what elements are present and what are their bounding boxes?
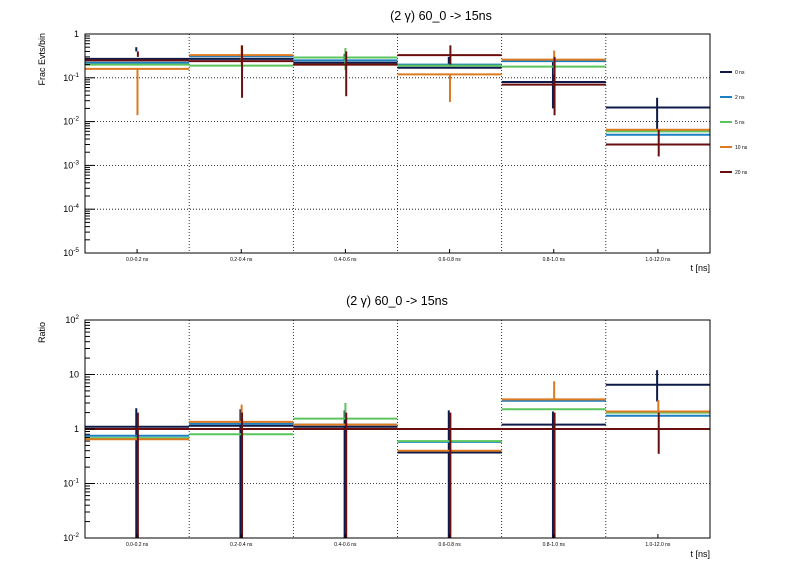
- bottom-x-tick-label: 0.6-0.8 ns: [438, 542, 461, 548]
- top-grid: [85, 34, 710, 253]
- bottom-marks: [85, 370, 710, 538]
- top-legend: 0 ns 2 ns 5 ns 10 ns 20 ns: [720, 70, 748, 176]
- top-x-tick-label: 1.0-12.0 ns: [645, 257, 671, 263]
- bottom-y-tick-label: 10-2: [63, 532, 79, 543]
- bottom-y-tick-label: 10: [69, 370, 79, 380]
- bottom-title: (2 γ) 60_0 -> 15ns: [346, 294, 448, 308]
- top-x-tick-label: 0.4-0.6 ns: [334, 257, 357, 263]
- top-panel: (2 γ) 60_0 -> 15ns Frac Evts/bin t [ns] …: [37, 9, 748, 273]
- bottom-x-axis: 0.0-0.2 ns 0.2-0.4 ns 0.4-0.6 ns 0.6-0.8 ns…: [126, 534, 671, 548]
- bottom-y-tick-label: 102: [65, 314, 79, 325]
- bottom-y-axis-label: Ratio: [37, 322, 47, 343]
- top-legend-label: 5 ns: [735, 120, 745, 126]
- bottom-x-tick-label: 0.4-0.6 ns: [334, 542, 357, 548]
- top-y-axis: 1 10-1 10-2 10-3 10-4 10-5: [63, 29, 95, 258]
- top-legend-label: 0 ns: [735, 70, 745, 76]
- top-x-tick-label: 0.0-0.2 ns: [126, 257, 149, 263]
- top-legend-label: 2 ns: [735, 95, 745, 101]
- top-x-axis: 0.0-0.2 ns 0.2-0.4 ns 0.4-0.6 ns 0.6-0.8 ns…: [126, 249, 671, 263]
- top-x-tick-label: 0.6-0.8 ns: [438, 257, 461, 263]
- top-marks: [85, 45, 710, 157]
- top-y-tick-label: 10-3: [63, 159, 79, 170]
- top-x-tick-label: 0.8-1.0 ns: [543, 257, 566, 263]
- bottom-x-tick-label: 1.0-12.0 ns: [645, 542, 671, 548]
- top-y-axis-label: Frac Evts/bin: [37, 33, 47, 86]
- bottom-x-tick-label: 0.2-0.4 ns: [230, 542, 253, 548]
- top-y-tick-label: 10-2: [63, 116, 79, 127]
- top-y-tick-label: 10-1: [63, 72, 79, 83]
- bottom-x-axis-label: t [ns]: [690, 549, 710, 559]
- top-x-axis-label: t [ns]: [690, 263, 710, 273]
- bottom-y-tick-label: 10-1: [63, 478, 79, 489]
- top-frame: [84, 33, 711, 254]
- top-x-tick-label: 0.2-0.4 ns: [230, 257, 253, 263]
- top-legend-label: 10 ns: [735, 145, 748, 151]
- top-y-tick-label: 10-4: [63, 203, 79, 214]
- top-legend-label: 20 ns: [735, 170, 748, 176]
- bottom-panel: (2 γ) 60_0 -> 15ns Ratio t [ns] 10210110…: [37, 294, 711, 559]
- bottom-x-tick-label: 0.0-0.2 ns: [126, 542, 149, 548]
- bottom-x-tick-label: 0.8-1.0 ns: [543, 542, 566, 548]
- top-y-tick-label: 1: [74, 29, 79, 39]
- top-y-tick-label: 10-5: [63, 247, 79, 258]
- bottom-y-axis: 102 10 1 10-1 10-2: [63, 314, 95, 543]
- bottom-y-tick-label: 1: [74, 424, 79, 434]
- top-title: (2 γ) 60_0 -> 15ns: [390, 9, 492, 23]
